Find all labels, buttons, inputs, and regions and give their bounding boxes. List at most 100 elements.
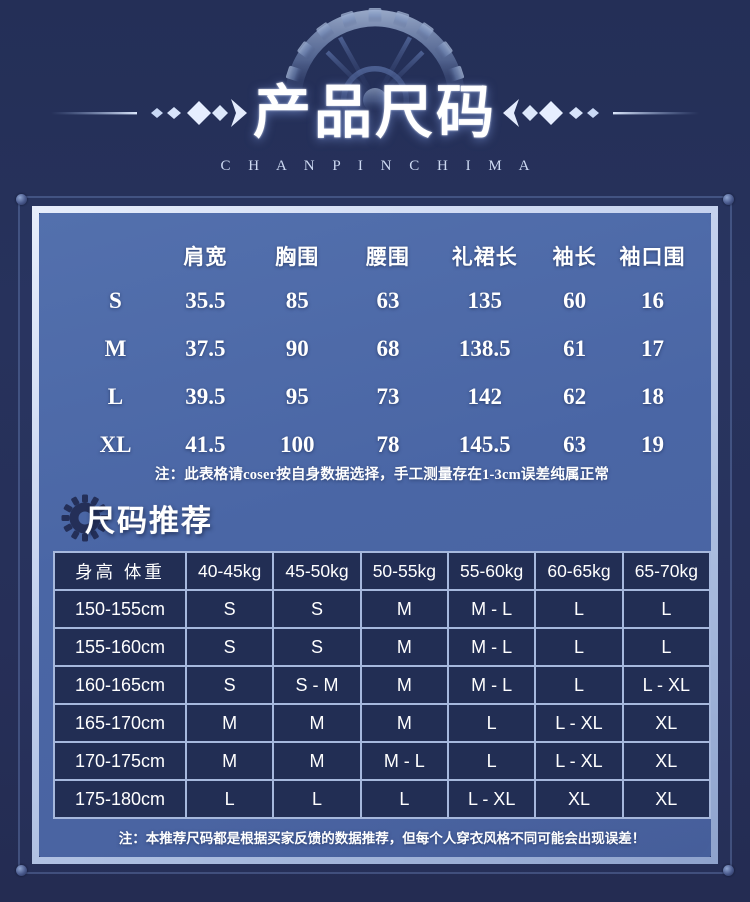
header-bust: 胸围 (275, 245, 320, 269)
recommendation-heading: 尺码推荐 (61, 494, 213, 542)
cell-size: S (274, 629, 360, 665)
cell-size: L - XL (536, 743, 622, 779)
recommendation-table: 身高 体重 40-45kg 45-50kg 50-55kg 55-60kg 60… (53, 551, 711, 819)
cell-size: L - XL (536, 705, 622, 741)
header-cuff: 袖口围 (619, 245, 686, 269)
cell-value: 135 (467, 288, 502, 313)
panel-inner: 肩宽 胸围 腰围 礼裙长 袖长 袖口围 S 35.5 85 (39, 213, 711, 857)
cell-size: M (187, 743, 273, 779)
cell-value: 90 (285, 336, 309, 361)
cell-value: 62 (563, 384, 587, 409)
header-shoulder-width: 肩宽 (183, 245, 228, 269)
measurement-table: 肩宽 胸围 腰围 礼裙长 袖长 袖口围 S 35.5 85 (72, 231, 692, 469)
cell-size: L (536, 591, 622, 627)
cell-size: L (536, 629, 622, 665)
cell-size: M (104, 336, 127, 361)
table-row: XL 41.5 100 78 145.5 63 19 (72, 421, 692, 469)
cell-value: 19 (641, 432, 665, 457)
recommendation-table-body: 150-155cm S S M M - L L L 155-160cm S S (55, 591, 709, 817)
cell-size: S (187, 591, 273, 627)
table-row: S 35.5 85 63 135 60 16 (72, 277, 692, 325)
cell-height: 160-165cm (55, 667, 185, 703)
header-sleeve-length: 袖长 (552, 245, 597, 269)
cell-size: L (274, 781, 360, 817)
header-size (72, 231, 159, 277)
cell-size: L (107, 384, 124, 409)
header-waist: 腰围 (365, 245, 410, 269)
recommendation-note: 注：本推荐尺码都是根据买家反馈的数据推荐，但每个人穿衣风格不同可能会出现误差！ (118, 831, 646, 846)
recommendation-table-head: 身高 体重 40-45kg 45-50kg 50-55kg 55-60kg 60… (55, 553, 709, 589)
cell-value: 41.5 (185, 432, 226, 457)
recommendation-table-wrap: 身高 体重 40-45kg 45-50kg 50-55kg 55-60kg 60… (53, 551, 711, 819)
cell-value: 85 (285, 288, 309, 313)
table-row: 160-165cm S S - M M M - L L L - XL (55, 667, 709, 703)
cell-size: M (187, 705, 273, 741)
cell-size: L - XL (448, 781, 535, 817)
cell-size: L (361, 781, 447, 817)
cell-value: 100 (279, 432, 315, 457)
gear-wheel-watermark-icon (284, 8, 466, 135)
cell-size: XL (623, 705, 709, 741)
cell-size: M (361, 705, 447, 741)
header-weight-55-60: 55-60kg (448, 553, 535, 589)
table-row: 170-175cm M M M - L L L - XL XL (55, 743, 709, 779)
rivet-bottom-left-icon (16, 865, 27, 876)
cell-size: L (448, 705, 535, 741)
cell-value: 35.5 (185, 288, 226, 313)
rivet-top-right-icon (723, 194, 734, 205)
sparkle-diamond-right-icon (503, 99, 699, 127)
table-row: 165-170cm M M M L L - XL XL (55, 705, 709, 741)
cell-value: 63 (376, 288, 400, 313)
cell-value: 39.5 (185, 384, 226, 409)
cell-value: 61 (563, 336, 587, 361)
table-header-row: 身高 体重 40-45kg 45-50kg 50-55kg 55-60kg 60… (55, 553, 709, 589)
cell-height: 155-160cm (55, 629, 185, 665)
cell-size: L (623, 591, 709, 627)
cell-size: M (274, 705, 360, 741)
cell-value: 68 (376, 336, 400, 361)
cell-size: S (109, 288, 122, 313)
cell-size: L (187, 781, 273, 817)
cell-size: S - M (274, 667, 360, 703)
cell-size: M (361, 629, 447, 665)
cell-value: 145.5 (458, 432, 511, 457)
cell-size: M - L (448, 629, 535, 665)
size-chart-panel: 肩宽 胸围 腰围 礼裙长 袖长 袖口围 S 35.5 85 (32, 206, 718, 864)
cell-size: L - XL (623, 667, 709, 703)
sparkle-diamond-left-icon (50, 99, 247, 127)
header-weight-65-70: 65-70kg (623, 553, 709, 589)
cell-value: 138.5 (458, 336, 511, 361)
header-dress-length: 礼裙长 (451, 245, 518, 269)
cell-size: S (187, 629, 273, 665)
cell-size: S (187, 667, 273, 703)
cell-value: 73 (376, 384, 400, 409)
table-row: M 37.5 90 68 138.5 61 17 (72, 325, 692, 373)
measurement-table-wrap: 肩宽 胸围 腰围 礼裙长 袖长 袖口围 S 35.5 85 (39, 231, 711, 469)
cell-height: 165-170cm (55, 705, 185, 741)
cell-value: 142 (467, 384, 502, 409)
table-row: L 39.5 95 73 142 62 18 (72, 373, 692, 421)
cell-size: M (361, 667, 447, 703)
cell-value: 95 (285, 384, 309, 409)
cell-size: M - L (361, 743, 447, 779)
cell-height: 150-155cm (55, 591, 185, 627)
page-title: 产品尺码 (252, 80, 497, 145)
header-weight-50-55: 50-55kg (361, 553, 447, 589)
cog-icon (61, 494, 109, 542)
measurement-note: 注：此表格请coser按自身数据选择，手工测量存在1-3cm误差纯属正常 (154, 467, 610, 483)
measurement-table-body: S 35.5 85 63 135 60 16 M 37.5 90 6 (72, 277, 692, 469)
cell-value: 16 (641, 288, 665, 313)
cell-size: L (623, 629, 709, 665)
cell-size: M (274, 743, 360, 779)
title-row: 产品尺码 (0, 72, 750, 154)
cell-value: 60 (563, 288, 587, 313)
cell-size: XL (623, 781, 709, 817)
header-height-weight: 身高 体重 (55, 553, 185, 589)
cell-value: 78 (376, 432, 400, 457)
cell-height: 170-175cm (55, 743, 185, 779)
cell-value: 17 (641, 336, 665, 361)
table-header-row: 肩宽 胸围 腰围 礼裙长 袖长 袖口围 (72, 231, 692, 277)
cell-size: XL (99, 432, 132, 457)
cell-size: L (448, 743, 535, 779)
table-row: 150-155cm S S M M - L L L (55, 591, 709, 627)
